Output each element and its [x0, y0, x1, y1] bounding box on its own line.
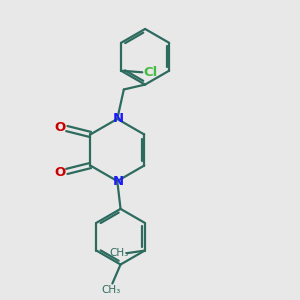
Text: N: N	[113, 175, 124, 188]
Text: Cl: Cl	[143, 66, 158, 79]
Text: O: O	[55, 121, 66, 134]
Text: CH₃: CH₃	[110, 248, 129, 258]
Text: O: O	[55, 166, 66, 179]
Text: CH₃: CH₃	[101, 285, 120, 295]
Text: N: N	[113, 112, 124, 125]
